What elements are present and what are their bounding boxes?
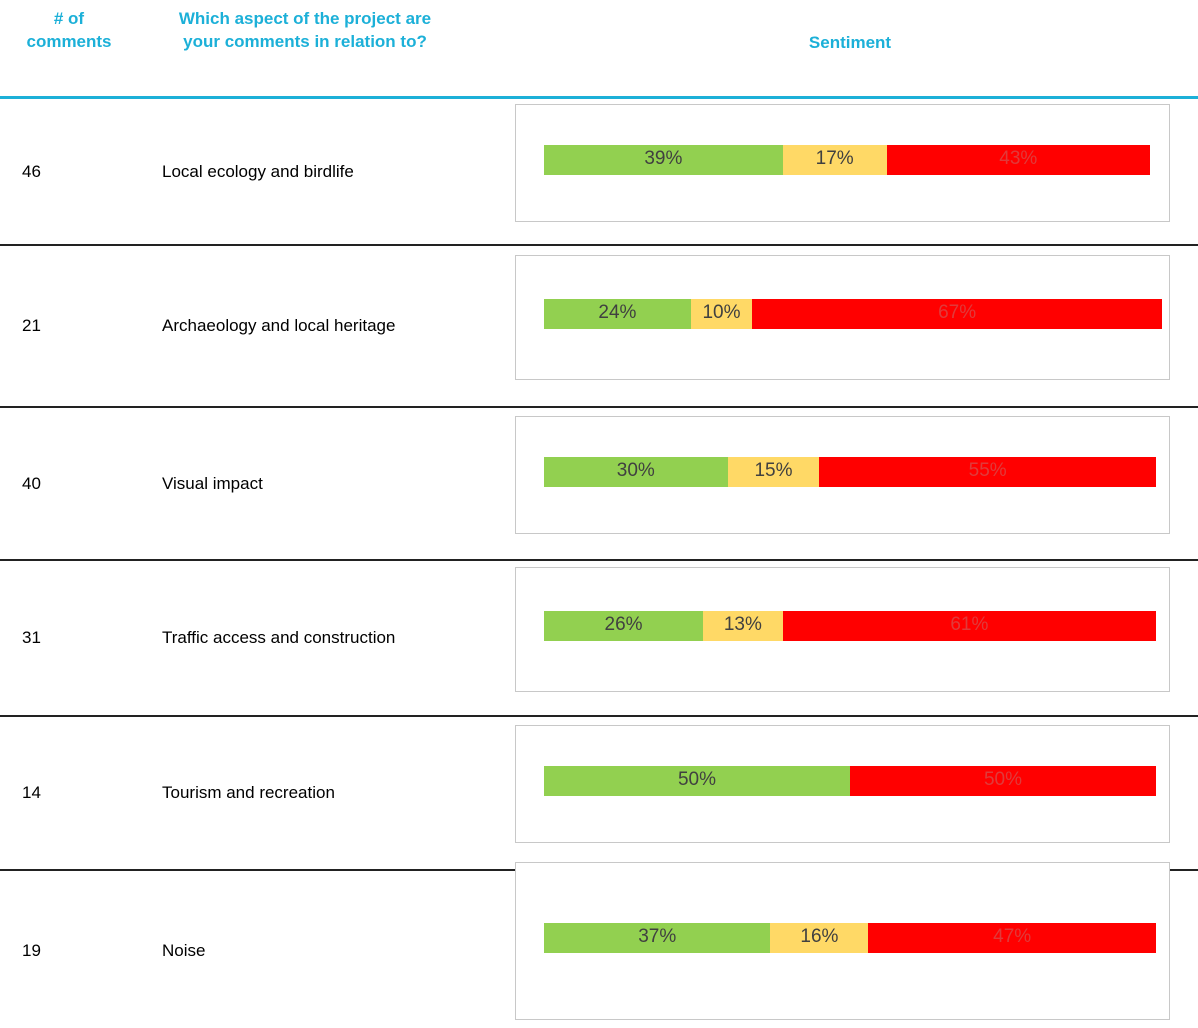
stacked-bar: 50% 50% bbox=[544, 766, 1156, 796]
aspect-cell: Local ecology and birdlife bbox=[162, 161, 354, 181]
chart-box: 39% 17% 43% bbox=[515, 103, 1170, 222]
count-cell: 46 bbox=[22, 161, 41, 181]
chart-box: 26% 13% 61% bbox=[515, 566, 1170, 692]
bar-segment: 26% bbox=[544, 611, 704, 641]
aspect-header: Which aspect of the project are your com… bbox=[130, 7, 480, 53]
table-row: 31 Traffic access and construction 26% 13% 6… bbox=[0, 561, 1198, 717]
header-text: # of bbox=[53, 9, 85, 28]
segment-label: 50% bbox=[677, 769, 717, 790]
aspect-cell: Traffic access and construction bbox=[162, 628, 396, 647]
stacked-bar: 24% 10% 67% bbox=[544, 299, 1163, 329]
table-row: 40 Visual impact 30% 15% 55% bbox=[0, 408, 1198, 561]
header-text: your comments in relation to? bbox=[183, 32, 427, 51]
bar-segment: 16% bbox=[770, 922, 869, 953]
table-row: 19 Noise 37% 16% 47% bbox=[0, 861, 1198, 1028]
aspect-cell: Tourism and recreation bbox=[162, 783, 335, 802]
segment-label: 39% bbox=[644, 147, 683, 169]
stacked-bar: 26% 13% 61% bbox=[544, 611, 1156, 641]
aspect-cell: Archaeology and local heritage bbox=[162, 316, 396, 335]
stacked-bar: 30% 15% 55% bbox=[544, 456, 1156, 487]
header-text: Which aspect of the project are bbox=[178, 9, 432, 28]
table-row: 46 Local ecology and birdlife 39% 17% 43% bbox=[0, 99, 1198, 246]
bar-segment: 10% bbox=[690, 299, 753, 329]
bar-segment: 55% bbox=[819, 456, 1156, 487]
bar-segment: 50% bbox=[544, 766, 850, 796]
table-row: 14 Tourism and recreation 50% 50% bbox=[0, 717, 1198, 871]
segment-label: 16% bbox=[800, 925, 839, 947]
chart-box: 50% 50% bbox=[515, 725, 1170, 843]
chart-box: 30% 15% 55% bbox=[515, 415, 1170, 534]
bar-segment: 43% bbox=[886, 144, 1150, 175]
segment-label: 13% bbox=[723, 614, 762, 635]
bar-segment: 37% bbox=[544, 922, 771, 953]
count-cell: 19 bbox=[22, 940, 41, 960]
segment-label: 43% bbox=[999, 147, 1038, 169]
segment-label: 15% bbox=[754, 459, 793, 481]
header-text: comments bbox=[26, 32, 112, 51]
stacked-bar: 37% 16% 47% bbox=[544, 922, 1156, 953]
segment-label: 10% bbox=[702, 302, 741, 323]
segment-label: 26% bbox=[604, 614, 643, 635]
bar-segment: 24% bbox=[544, 299, 691, 329]
segment-label: 37% bbox=[638, 925, 677, 947]
segment-label: 17% bbox=[815, 147, 854, 169]
segment-label: 67% bbox=[938, 302, 977, 323]
segment-label: 24% bbox=[598, 302, 637, 323]
stacked-bar: 39% 17% 43% bbox=[544, 144, 1156, 175]
segment-label: 55% bbox=[968, 459, 1007, 481]
bar-segment: 13% bbox=[703, 611, 783, 641]
segment-label: 47% bbox=[993, 925, 1032, 947]
bar-segment: 39% bbox=[544, 144, 783, 175]
segment-label: 50% bbox=[983, 769, 1023, 790]
bar-segment: 30% bbox=[544, 456, 728, 487]
sentiment-header: Sentiment bbox=[808, 33, 892, 52]
count-header: # of comments bbox=[14, 7, 124, 53]
bar-segment: 17% bbox=[782, 144, 887, 175]
aspect-cell: Visual impact bbox=[162, 473, 263, 493]
count-cell: 14 bbox=[22, 783, 41, 802]
chart-box: 24% 10% 67% bbox=[515, 254, 1170, 380]
bar-segment: 61% bbox=[782, 611, 1156, 641]
header-rule bbox=[0, 96, 1198, 99]
bar-segment: 67% bbox=[752, 299, 1163, 329]
segment-label: 61% bbox=[950, 614, 989, 635]
bar-segment: 47% bbox=[868, 922, 1156, 953]
bar-segment: 15% bbox=[727, 456, 820, 487]
table-row: 21 Archaeology and local heritage 24% 10% 67… bbox=[0, 246, 1198, 408]
bar-segment: 50% bbox=[850, 766, 1156, 796]
chart-box: 37% 16% 47% bbox=[515, 861, 1170, 1020]
segment-label: 30% bbox=[616, 459, 655, 481]
count-cell: 21 bbox=[22, 316, 41, 335]
count-cell: 40 bbox=[22, 473, 41, 493]
aspect-cell: Noise bbox=[162, 940, 206, 960]
count-cell: 31 bbox=[22, 628, 41, 647]
